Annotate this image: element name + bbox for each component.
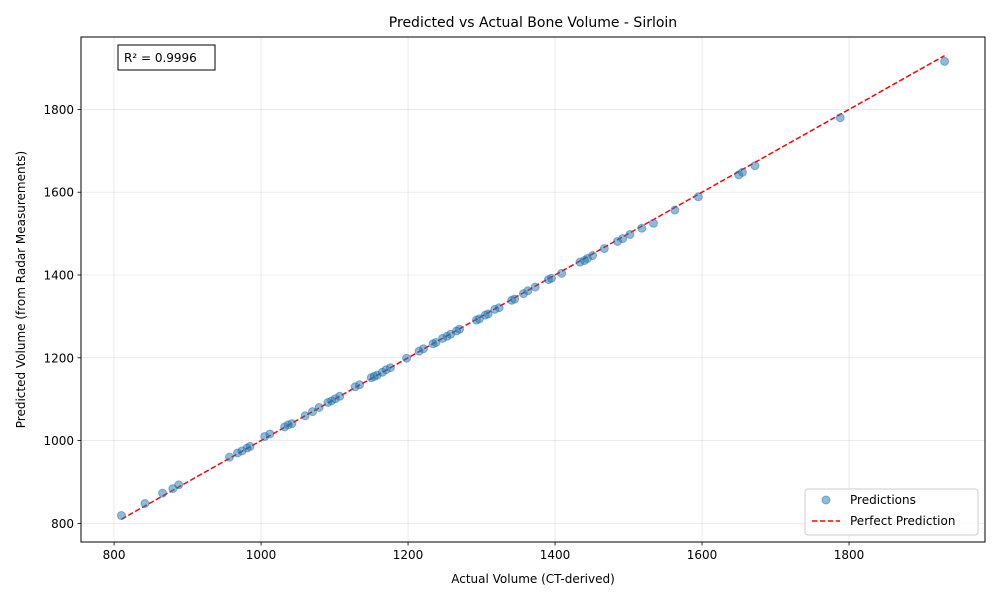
data-point (670, 205, 680, 215)
data-point (116, 511, 126, 521)
data-points (116, 56, 950, 521)
y-tick-label: 1000 (43, 434, 74, 448)
y-tick-label: 800 (51, 517, 74, 531)
x-tick-label: 1000 (246, 548, 277, 562)
data-point (265, 429, 275, 439)
data-point (335, 391, 345, 401)
legend-box (804, 488, 979, 536)
y-axis-label: Predicted Volume (from Radar Measurement… (14, 151, 28, 428)
data-point (940, 56, 950, 66)
data-point (314, 402, 324, 412)
data-point (625, 229, 635, 239)
data-point (523, 286, 533, 296)
data-point (431, 337, 441, 347)
y-tick-label: 1800 (43, 103, 74, 117)
annotation-box (117, 44, 216, 71)
legend-label-perfect-prediction: Perfect Prediction (850, 514, 955, 528)
data-point (546, 273, 556, 283)
axis-ticks: 800 1000 1200 1400 1600 1800 800 1000 1200 1400 16… (43, 103, 864, 562)
data-point (510, 294, 520, 304)
data-point (308, 407, 318, 417)
legend: Predictions Perfect Prediction (804, 488, 979, 536)
data-point (637, 223, 647, 233)
data-point (693, 192, 703, 202)
data-point (750, 161, 760, 171)
data-point (300, 411, 310, 421)
data-point (649, 218, 659, 228)
data-point (618, 234, 628, 244)
y-tick-label: 1400 (43, 269, 74, 283)
data-point (224, 452, 234, 462)
reference-line-layer (121, 54, 945, 520)
y-tick-label: 1200 (43, 351, 74, 365)
data-point (158, 488, 168, 498)
x-tick-label: 800 (103, 548, 126, 562)
perfect-prediction-line (121, 54, 945, 520)
data-point (385, 363, 395, 373)
data-point (599, 244, 609, 254)
x-axis-label: Actual Volume (CT-derived) (451, 572, 615, 586)
data-point (287, 419, 297, 429)
data-point (588, 251, 598, 261)
data-point (418, 344, 428, 354)
x-tick-label: 1600 (687, 548, 718, 562)
data-point (494, 303, 504, 313)
legend-marker-predictions (821, 495, 831, 505)
plot-area-frame (80, 36, 986, 543)
annotation-text: R² = 0.9996 (124, 51, 197, 65)
data-point (245, 441, 255, 451)
data-point (174, 480, 184, 490)
data-point (455, 324, 465, 334)
data-point (737, 167, 747, 177)
x-tick-label: 1400 (540, 548, 571, 562)
chart-title: Predicted vs Actual Bone Volume - Sirloi… (389, 15, 677, 31)
data-point (483, 309, 493, 319)
data-point (557, 268, 567, 278)
data-point (140, 499, 150, 509)
data-point (835, 113, 845, 123)
x-tick-label: 1200 (393, 548, 424, 562)
data-point (355, 380, 365, 390)
y-tick-label: 1600 (43, 186, 74, 200)
r-squared-annotation: R² = 0.9996 (117, 44, 216, 71)
legend-label-predictions: Predictions (850, 493, 916, 507)
x-tick-label: 1800 (834, 548, 865, 562)
data-point (530, 282, 540, 292)
data-point (402, 353, 412, 363)
